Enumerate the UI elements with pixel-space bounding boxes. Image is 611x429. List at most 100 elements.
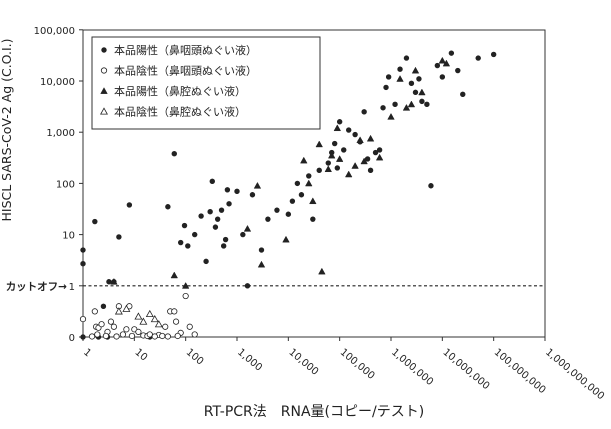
data-point [403,55,410,61]
x-tick-label: 1,000 [235,347,264,374]
data-point [325,160,331,166]
data-point [411,66,420,74]
data-point [333,124,342,132]
x-tick-label: 100,000 [338,347,377,382]
data-point [220,243,227,249]
data-point [294,180,301,187]
series-4 [114,304,163,328]
data-point [344,170,353,178]
data-point [139,317,148,325]
data-point [257,260,266,268]
data-point [352,131,358,138]
data-point [243,224,252,232]
data-point [448,50,455,56]
data-point [244,283,251,289]
data-point [151,333,158,340]
data-point [222,236,229,243]
data-point [114,307,123,315]
data-point [165,204,171,210]
data-point [192,231,198,238]
data-point [106,279,112,285]
data-point [177,239,184,246]
data-point [79,315,87,323]
data-point [360,157,368,165]
legend-marker [100,87,108,94]
data-point [164,333,171,340]
data-point [490,51,497,58]
data-point [181,222,188,229]
x-tick-label: 10,000 [286,347,320,378]
data-point [324,165,333,173]
data-point [128,332,136,340]
x-tick-label: 10 [132,347,149,364]
data-point [341,147,347,153]
data-point [356,136,364,144]
legend-label: 本品陽性（鼻咽頭ぬぐい液） [114,43,257,57]
data-point [397,66,403,72]
data-point [258,247,265,253]
data-point [174,332,181,340]
data-point [88,333,96,340]
x-tick-label: 1,000,000,000 [543,347,606,402]
legend-marker [101,47,107,53]
data-point [91,308,98,315]
data-point [80,261,86,267]
data-point [346,127,352,133]
data-point [218,207,225,213]
legend-marker [100,67,108,74]
data-point [253,181,262,189]
data-point [107,318,115,325]
data-point [424,101,430,108]
y-tick-label: 100,000 [34,26,75,37]
y-tick-label: 1 [69,282,75,293]
legend-box [91,36,321,130]
data-point [119,331,127,338]
data-point [162,323,169,330]
data-point [172,318,180,325]
data-point [100,303,107,309]
data-point [182,292,189,300]
series-3 [110,56,451,289]
data-point [387,112,395,120]
data-point [249,192,256,198]
legend-marker [100,107,108,115]
data-point [110,323,118,330]
data-point [364,156,371,162]
data-point [185,243,191,249]
series-2 [79,292,198,340]
data-point [331,140,338,147]
data-point [92,218,98,225]
data-point [366,134,375,142]
data-point [306,173,312,179]
x-axis-title: RT-PCR法 RNA量(コピー/テスト) [204,404,424,420]
data-point [407,100,416,108]
legend-label: 本品陽性（鼻腔ぬぐい液） [114,84,246,98]
data-point [438,56,447,64]
data-point [419,98,425,105]
data-point [385,74,392,80]
data-point [408,80,415,87]
data-point [418,88,426,96]
data-point [150,314,159,323]
data-point [416,76,422,82]
data-point [298,192,305,198]
data-point [334,165,341,171]
data-point [376,147,383,153]
data-point [310,216,316,222]
data-point [126,202,133,208]
legend-label: 本品陰性（鼻咽頭ぬぐい液） [114,64,257,78]
data-point [135,328,142,335]
data-point [318,267,326,275]
x-tick-label: 10,000,000 [440,347,491,392]
data-point [383,84,389,91]
data-point [361,109,367,115]
data-point [282,235,290,243]
data-point [154,320,163,328]
y-tick-label: 10 [62,231,75,242]
data-point [316,167,322,174]
data-point [442,59,451,67]
data-point [123,326,130,333]
data-point [289,198,296,204]
data-point [209,178,215,184]
